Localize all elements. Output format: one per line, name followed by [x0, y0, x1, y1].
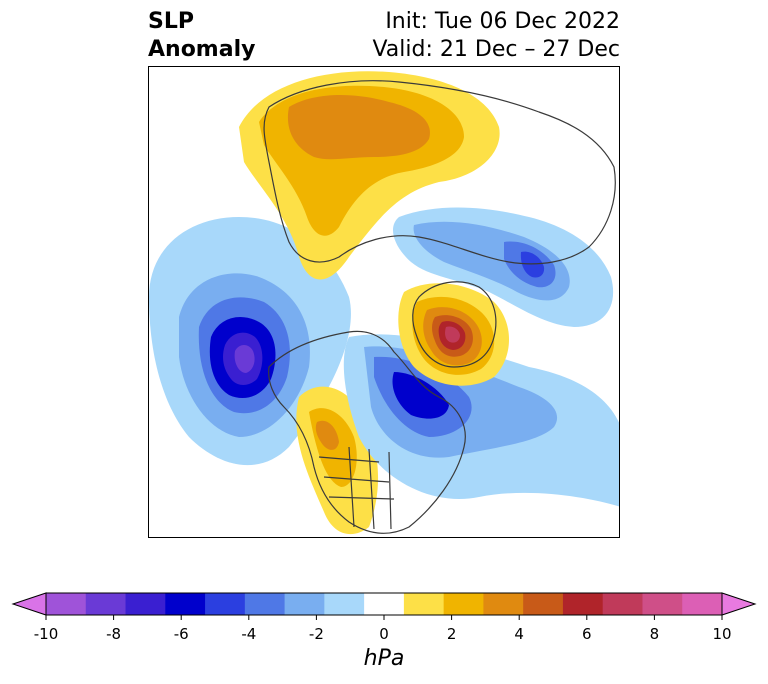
colorbar-tick-label: 0 [379, 625, 389, 643]
westus-high-3 [315, 420, 339, 450]
colorbar-under-triangle [11, 592, 47, 616]
colorbar-bin [244, 593, 286, 615]
colorbar-tick-label: -10 [33, 625, 59, 643]
greenland-high-6 [445, 326, 460, 343]
colorbar-bins [46, 593, 723, 615]
colorbar-unit: hPa [363, 646, 405, 671]
colorbar-bin [403, 593, 445, 615]
colorbar-tick-label: -8 [106, 625, 122, 643]
colorbar [11, 592, 757, 620]
colorbar-bin [523, 593, 564, 615]
greenland-outline [412, 281, 497, 368]
valid-range: Valid: 21 Dec – 27 Dec [372, 37, 620, 62]
us-state-lines [318, 446, 395, 530]
eastcanada-low-4 [392, 372, 449, 419]
map-panel [148, 66, 620, 538]
map-svg [149, 71, 619, 535]
colorbar-over-triangle [721, 592, 757, 616]
title-slp: SLP [148, 9, 194, 34]
colorbar-tick-label: 8 [649, 625, 660, 643]
colorbar-bin [562, 593, 604, 615]
init-date: Init: Tue 06 Dec 2022 [385, 9, 620, 34]
colorbar-tick-label: 10 [712, 625, 732, 643]
eurasia-high-3 [287, 95, 430, 160]
colorbar-ticks [45, 615, 723, 620]
colorbar-bin [125, 593, 166, 615]
colorbar-bin [443, 593, 484, 615]
colorbar-bin [602, 593, 643, 615]
colorbar-bin [642, 593, 683, 615]
anomaly-shading [149, 71, 619, 535]
colorbar-bin [205, 593, 246, 615]
colorbar-tick-label: -2 [308, 625, 324, 643]
colorbar-bin [364, 593, 405, 615]
north-america-outline [268, 330, 466, 534]
colorbar-tick-label: -6 [173, 625, 189, 643]
map-title-right: Init: Tue 06 Dec 2022 Valid: 21 Dec – 27… [372, 8, 620, 64]
eurasia-outline [263, 80, 616, 265]
colorbar-tick-label: -4 [241, 625, 257, 643]
title-anomaly: Anomaly [148, 37, 256, 62]
colorbar-bin [46, 593, 87, 615]
siberia-low-4 [520, 251, 545, 278]
colorbar-bin [165, 593, 206, 615]
colorbar-bin [324, 593, 365, 615]
map-title-left: SLP Anomaly [148, 8, 255, 64]
coastlines [263, 80, 616, 534]
colorbar-bin [284, 593, 325, 615]
colorbar-bin [483, 593, 524, 615]
colorbar-tick-label: 4 [514, 625, 524, 643]
pacific-low-6 [234, 345, 255, 373]
colorbar-bin [682, 593, 723, 615]
colorbar-tick-label: 6 [582, 625, 592, 643]
colorbar-bin [85, 593, 127, 615]
colorbar-tick-label: 2 [446, 625, 457, 643]
